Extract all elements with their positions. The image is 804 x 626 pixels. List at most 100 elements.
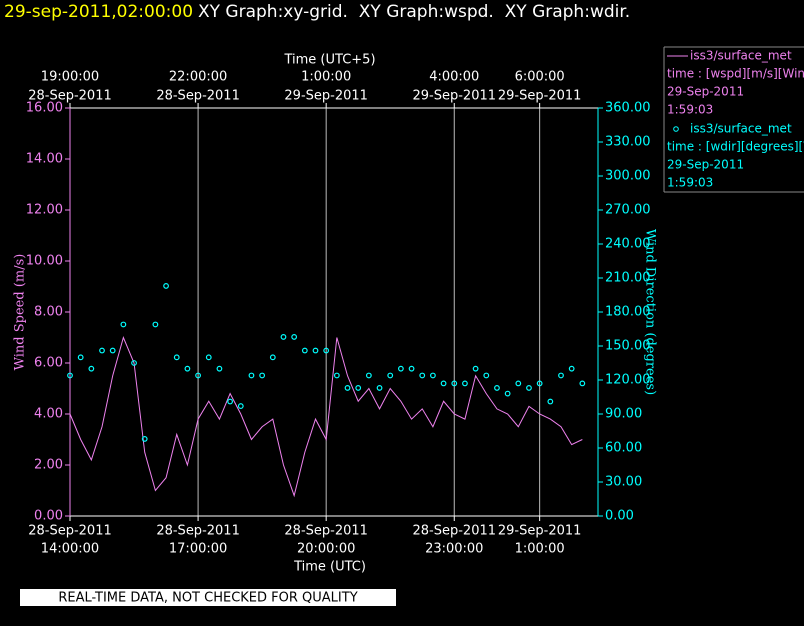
y-tick-label: 16.00 xyxy=(26,101,63,116)
data-point xyxy=(67,372,73,379)
data-point xyxy=(430,372,436,379)
data-point xyxy=(88,365,95,372)
data-point xyxy=(397,365,404,372)
x-tick-label: 1:00:00 xyxy=(515,542,565,557)
data-point xyxy=(526,385,532,391)
x-axis-title: Time (UTC) xyxy=(293,560,366,575)
data-point xyxy=(419,372,426,379)
legend-label: iss3/surface_met xyxy=(690,122,792,136)
data-point xyxy=(408,365,415,372)
x2-tick-label: 6:00:00 xyxy=(515,70,565,85)
data-point xyxy=(536,380,543,387)
x2-tick-label: 4:00:00 xyxy=(429,70,479,85)
data-point xyxy=(558,372,564,379)
data-point xyxy=(163,283,169,289)
data-point xyxy=(141,436,148,442)
x2-tick-label: 29-Sep-2011 xyxy=(413,89,497,104)
x-tick-label: 14:00:00 xyxy=(41,542,99,557)
timestamp: 29-sep-2011,02:00:00 xyxy=(4,2,193,22)
y2-tick-label: 0.00 xyxy=(605,509,634,524)
data-point xyxy=(312,347,319,354)
x2-tick-label: 19:00:00 xyxy=(41,70,99,85)
footer: REAL-TIME DATA, NOT CHECKED FOR QUALITY xyxy=(58,591,357,606)
y-axis-title: Wind Speed (m/s) xyxy=(13,254,28,371)
x-tick-label: 28-Sep-2011 xyxy=(413,524,497,539)
x2-axis-title: Time (UTC+5) xyxy=(283,53,375,68)
data-point xyxy=(301,347,308,354)
y2-tick-label: 240.00 xyxy=(605,237,651,252)
data-point xyxy=(291,334,298,340)
data-point xyxy=(494,385,500,391)
footer-box xyxy=(20,589,396,606)
data-point xyxy=(483,372,490,379)
y2-tick-label: 330.00 xyxy=(605,135,651,150)
data-point xyxy=(259,372,266,379)
data-point xyxy=(344,385,351,391)
y-tick-label: 6.00 xyxy=(34,356,63,371)
data-point xyxy=(387,372,394,379)
data-point xyxy=(173,354,180,361)
legend-detail: time : [wspd][m/s][Win xyxy=(667,67,804,81)
data-point xyxy=(472,365,479,372)
y2-axis-title: Wind Direction (degrees) xyxy=(643,229,658,395)
y-tick-label: 10.00 xyxy=(26,254,63,269)
data-point xyxy=(365,372,372,379)
data-point xyxy=(355,385,362,391)
legend-marker xyxy=(673,126,679,132)
y2-tick-label: 270.00 xyxy=(605,203,651,218)
data-point xyxy=(504,390,511,397)
data-point xyxy=(462,380,468,387)
x-tick-label: 17:00:00 xyxy=(169,542,227,557)
data-point xyxy=(77,354,84,361)
y-tick-label: 8.00 xyxy=(34,305,63,320)
y-tick-label: 14.00 xyxy=(26,152,63,167)
y2-tick-label: 150.00 xyxy=(605,339,651,354)
y-tick-label: 0.00 xyxy=(34,509,63,524)
x2-tick-label: 29-Sep-2011 xyxy=(284,89,368,104)
y2-tick-label: 30.00 xyxy=(605,475,642,490)
data-point xyxy=(237,403,244,409)
data-point xyxy=(579,380,586,387)
x2-tick-label: 22:00:00 xyxy=(169,70,227,85)
data-point xyxy=(152,321,159,328)
data-point xyxy=(248,372,255,379)
x-tick-label: 28-Sep-2011 xyxy=(284,524,368,539)
data-point xyxy=(269,354,276,361)
legend-detail: 1:59:03 xyxy=(667,176,713,190)
y2-tick-label: 180.00 xyxy=(605,305,651,320)
data-point xyxy=(184,365,191,372)
y2-tick-label: 210.00 xyxy=(605,271,651,286)
data-point xyxy=(323,347,330,354)
y2-tick-label: 90.00 xyxy=(605,407,642,422)
x2-tick-label: 29-Sep-2011 xyxy=(498,89,582,104)
x-tick-label: 28-Sep-2011 xyxy=(28,524,112,539)
legend-detail: 29-Sep-2011 xyxy=(667,158,744,172)
data-point xyxy=(120,321,127,328)
data-point xyxy=(568,365,575,372)
data-point xyxy=(109,347,116,354)
x2-tick-label: 1:00:00 xyxy=(301,70,351,85)
x-tick-label: 28-Sep-2011 xyxy=(156,524,240,539)
data-point xyxy=(333,372,340,379)
data-point xyxy=(205,354,212,361)
legend-detail: time : [wdir][degrees][V xyxy=(667,140,804,154)
x2-tick-label: 28-Sep-2011 xyxy=(28,89,112,104)
data-point xyxy=(280,334,287,340)
legend-detail: 29-Sep-2011 xyxy=(667,85,744,99)
y2-tick-label: 60.00 xyxy=(605,441,642,456)
legend-label: iss3/surface_met xyxy=(690,49,792,63)
data-line xyxy=(69,335,583,498)
data-point xyxy=(216,365,223,372)
x-tick-label: 20:00:00 xyxy=(297,542,355,557)
x-tick-label: 23:00:00 xyxy=(425,542,483,557)
y-tick-label: 12.00 xyxy=(26,203,63,218)
y-tick-label: 4.00 xyxy=(34,407,63,422)
legend-detail: 1:59:03 xyxy=(667,103,713,117)
y-tick-label: 2.00 xyxy=(34,458,63,473)
data-point xyxy=(227,398,234,405)
data-point xyxy=(451,380,458,387)
data-point xyxy=(195,372,201,379)
y2-tick-label: 300.00 xyxy=(605,169,651,184)
